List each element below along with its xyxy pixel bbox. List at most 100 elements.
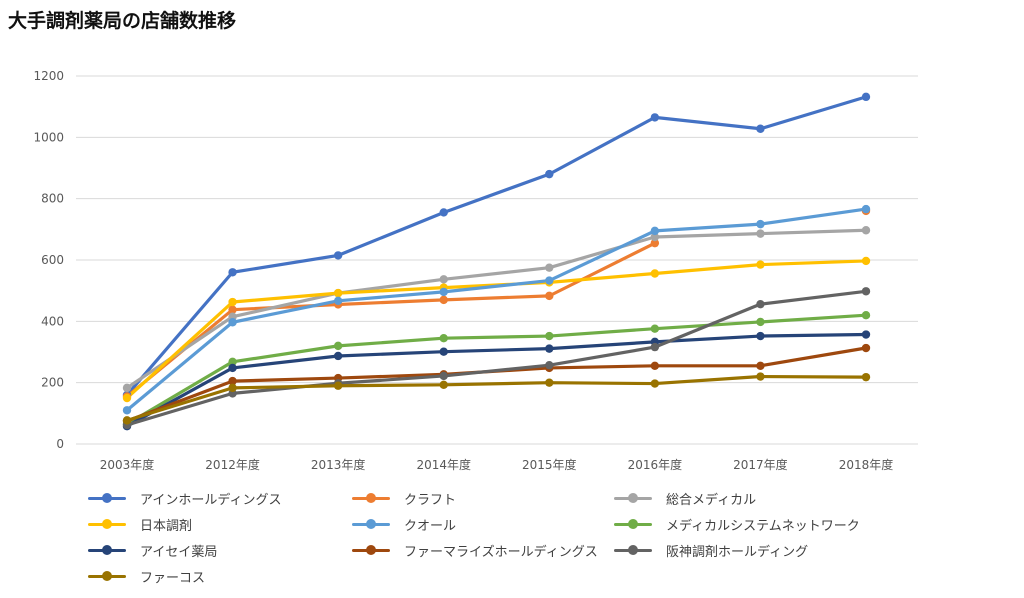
data-point [439, 208, 448, 217]
x-axis-ticks: 2003年度 2012年度 2013年度 2014年度 2015年度 2016年度 2017… [100, 457, 894, 472]
data-point [333, 381, 343, 390]
legend-item: アインホールディングス [88, 488, 281, 508]
data-point [545, 169, 554, 179]
legend-item: アイセイ薬局 [88, 540, 217, 560]
legend-label: 総合メディカル [666, 492, 757, 508]
y-axis-ticks: 0 200 400 600 800 1000 1200 [33, 69, 64, 451]
x-tick-label: 2003年度 [100, 457, 155, 472]
data-point [650, 113, 660, 122]
data-point [545, 360, 554, 370]
data-point [861, 92, 871, 102]
series-line-5 [125, 313, 868, 426]
data-point [122, 393, 132, 403]
legend-swatch [614, 491, 652, 505]
data-point [545, 276, 554, 285]
data-point [756, 317, 765, 327]
x-tick-label: 2013年度 [311, 457, 366, 472]
data-point [545, 344, 554, 353]
data-point [650, 379, 660, 388]
data-point [228, 357, 237, 367]
series-lines [125, 95, 868, 428]
legend-swatch [88, 543, 126, 557]
page-title: 大手調剤薬局の店舗数推移 [8, 10, 237, 32]
data-point [439, 380, 448, 390]
data-point [650, 232, 660, 242]
data-point [756, 299, 765, 309]
data-point [861, 287, 871, 296]
x-tick-label: 2012年度 [205, 457, 260, 472]
data-point [333, 296, 343, 305]
data-point [228, 305, 237, 314]
data-point [333, 351, 343, 361]
data-point [439, 275, 448, 284]
data-point [228, 383, 237, 393]
y-tick-label: 1000 [33, 130, 64, 144]
legend-label: ファーコス [140, 570, 206, 586]
series-line-6 [125, 332, 868, 428]
y-tick-label: 0 [56, 437, 64, 451]
data-point [545, 263, 554, 272]
data-point [861, 311, 871, 320]
data-point [228, 297, 237, 307]
legend-label: 日本調剤 [140, 518, 193, 534]
legend-item: 総合メディカル [614, 488, 756, 508]
data-point [545, 291, 554, 301]
x-tick-label: 2017年度 [733, 457, 788, 472]
legend-label: クオール [404, 518, 457, 534]
legend-label: メディカルシステムネットワーク [666, 518, 860, 534]
legend-swatch [614, 543, 652, 557]
data-point [333, 288, 343, 298]
data-point [122, 383, 132, 393]
data-point [228, 376, 237, 386]
y-tick-label: 200 [41, 376, 64, 390]
data-point [228, 268, 237, 277]
data-point [545, 378, 554, 387]
data-point [650, 269, 660, 278]
data-point [861, 204, 871, 214]
legend-item: メディカルシステムネットワーク [614, 514, 860, 534]
data-point [333, 341, 343, 351]
data-point [228, 318, 237, 327]
data-point [650, 342, 660, 352]
legend-swatch [352, 517, 390, 531]
legend-label: アイセイ薬局 [140, 544, 218, 560]
data-point [756, 331, 765, 341]
data-point [756, 219, 765, 229]
data-point [122, 406, 132, 415]
legend-swatch [352, 543, 390, 557]
legend-item: クオール [352, 514, 456, 534]
data-point [756, 124, 765, 133]
data-point [439, 334, 448, 343]
series-line-2 [125, 228, 868, 390]
data-point [756, 361, 765, 370]
data-point [439, 287, 448, 297]
data-point [861, 343, 871, 353]
legend-item: 阪神調剤ホールディング [614, 540, 808, 560]
x-tick-label: 2016年度 [628, 457, 683, 472]
series-line-4 [125, 207, 868, 412]
series-points [122, 92, 871, 431]
series-line-0 [125, 95, 868, 397]
data-point [439, 371, 448, 381]
legend-item: 日本調剤 [88, 514, 192, 534]
data-point [545, 331, 554, 341]
data-point [861, 256, 871, 266]
legend-label: クラフト [404, 492, 457, 508]
legend-item: ファーマライズホールディングス [352, 540, 598, 560]
data-point [861, 372, 871, 382]
data-point [756, 260, 765, 269]
data-point [650, 226, 660, 236]
data-point [861, 226, 871, 235]
y-tick-label: 800 [41, 192, 64, 206]
data-point [439, 347, 448, 356]
legend-swatch [614, 517, 652, 531]
data-point [861, 330, 871, 339]
x-tick-label: 2018年度 [839, 457, 894, 472]
data-point [650, 324, 660, 333]
legend-item: クラフト [352, 488, 456, 508]
data-point [439, 295, 448, 305]
data-point [650, 361, 660, 370]
line-chart: 0 200 400 600 800 1000 1200 2003年度 2012年度 2013年度… [33, 69, 918, 472]
legend-swatch [88, 517, 126, 531]
series-line-8 [125, 289, 868, 427]
